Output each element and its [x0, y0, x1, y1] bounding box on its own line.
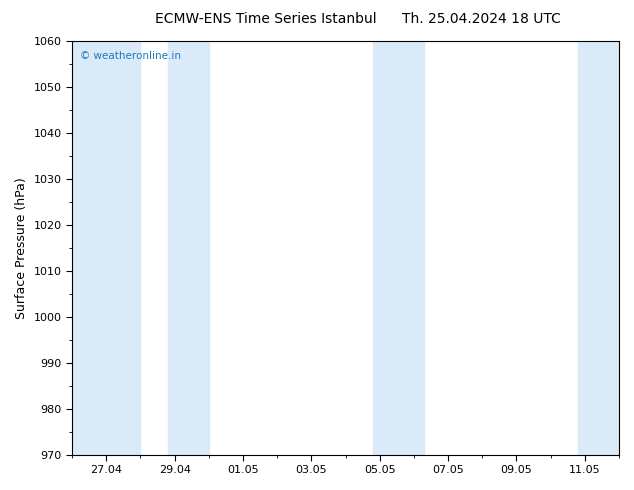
Text: © weatheronline.in: © weatheronline.in [81, 51, 181, 61]
Y-axis label: Surface Pressure (hPa): Surface Pressure (hPa) [15, 177, 28, 318]
Bar [168, 41, 209, 455]
Text: Th. 25.04.2024 18 UTC: Th. 25.04.2024 18 UTC [403, 12, 561, 26]
Text: ECMW-ENS Time Series Istanbul: ECMW-ENS Time Series Istanbul [155, 12, 377, 26]
Bar [373, 41, 424, 455]
Bar [72, 41, 141, 455]
Bar [578, 41, 619, 455]
